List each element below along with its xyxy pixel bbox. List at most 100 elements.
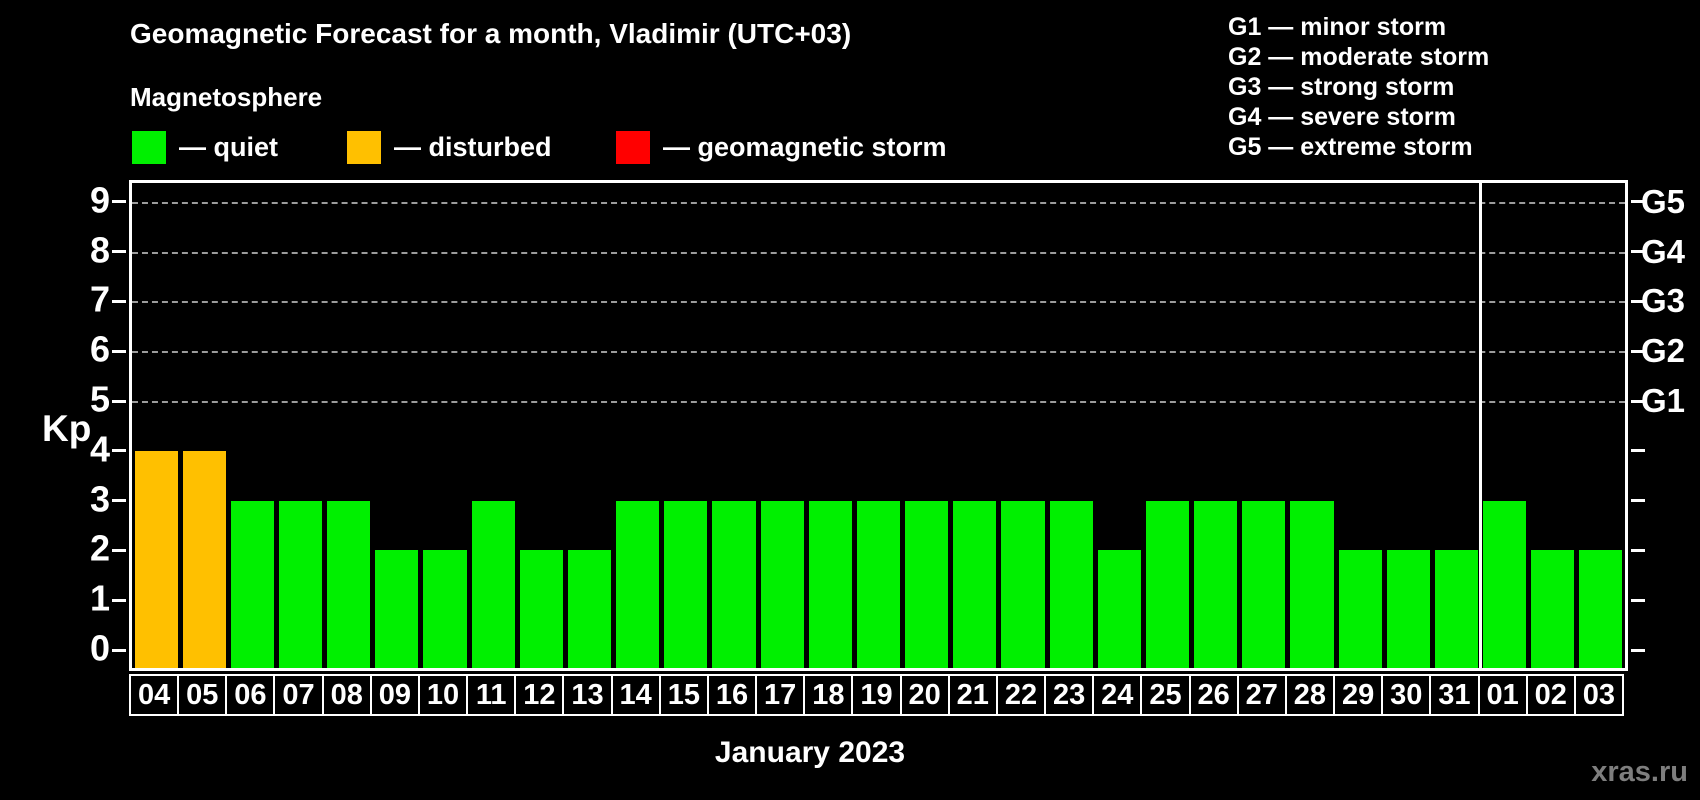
y-axis-tick	[112, 548, 126, 552]
y-axis-tick-label: 4	[89, 428, 110, 470]
y-axis-tick-label: 8	[89, 228, 110, 270]
y-axis-tick	[112, 200, 126, 204]
y-axis-tick	[1631, 250, 1645, 254]
kp-bar	[1001, 500, 1045, 668]
y-axis-tick	[1631, 648, 1645, 652]
day-label-cell: 10	[417, 674, 469, 716]
g-axis-label-g2: G2	[1641, 332, 1686, 370]
kp-bar	[1242, 500, 1286, 668]
g-axis-label-g1: G1	[1641, 382, 1686, 419]
plot-area: 0 1 2 3 4 5 6 7 8 9 G5 G4 G3 G2 G1	[90, 179, 1685, 671]
day-label-cell: 01	[1477, 674, 1528, 716]
y-axis-tick	[112, 598, 126, 602]
day-label-cell: 18	[803, 674, 854, 716]
day-label-cell: 25	[1140, 674, 1191, 716]
day-label-cell: 16	[706, 674, 758, 716]
y-axis-tick-label: 7	[89, 278, 110, 320]
y-axis-tick	[1631, 548, 1645, 552]
g-axis-label-g5: G5	[1641, 182, 1686, 220]
y-axis-tick	[1631, 349, 1645, 353]
gridline-kp7	[132, 301, 1625, 304]
kp-bar	[1531, 550, 1575, 668]
day-label-cell: 21	[947, 674, 998, 716]
kp-bar	[905, 500, 949, 668]
day-label-cell: 05	[177, 674, 228, 716]
day-label-cell: 24	[1092, 674, 1143, 716]
y-axis-tick	[1631, 200, 1645, 204]
day-label-cell: 02	[1525, 674, 1576, 716]
kp-bar	[856, 500, 901, 668]
y-axis-tick	[112, 499, 126, 503]
legend-item-storm: — geomagnetic storm	[616, 130, 947, 164]
legend-label: — geomagnetic storm	[663, 131, 947, 162]
y-axis-tick	[112, 250, 126, 254]
y-axis-tick	[1631, 449, 1645, 453]
day-label-cell: 20	[899, 674, 950, 716]
gridline-kp8	[132, 251, 1625, 254]
g-axis-label-g4: G4	[1641, 232, 1686, 270]
legend-item-disturbed: — disturbed	[347, 130, 552, 164]
y-axis-tick	[1631, 499, 1645, 503]
y-axis-tick-label: 1	[89, 577, 110, 619]
day-label-cell: 29	[1333, 674, 1384, 716]
x-axis-title: January 2023	[714, 736, 906, 769]
legend-swatch-quiet	[132, 130, 166, 164]
legend-item-quiet: — quiet	[132, 130, 278, 164]
y-axis-tick	[112, 349, 126, 353]
legend-label: — quiet	[179, 131, 278, 162]
kp-bar	[519, 550, 563, 668]
day-label-cell: 19	[851, 674, 902, 716]
kp-bar	[1579, 550, 1623, 668]
kp-bar	[1338, 550, 1382, 668]
kp-bar	[423, 550, 467, 668]
legend-swatch-disturbed	[347, 130, 381, 164]
y-axis-tick	[112, 299, 126, 303]
y-axis-tick	[112, 399, 126, 403]
y-axis-tick-label: 3	[89, 477, 110, 519]
kp-bar	[1434, 550, 1478, 668]
y-axis-tick-label: 2	[89, 527, 110, 569]
day-label-cell: 27	[1236, 674, 1287, 716]
kp-bar	[1483, 500, 1527, 668]
kp-bar	[278, 500, 323, 668]
g-legend-line: G5 — extreme storm	[1228, 133, 1473, 161]
day-label-cell: 26	[1188, 674, 1239, 716]
kp-bar	[664, 500, 708, 668]
kp-bar	[953, 500, 997, 668]
day-label-cell: 12	[514, 674, 565, 716]
kp-bar	[1386, 550, 1430, 668]
g-legend-line: G1 — minor storm	[1228, 13, 1447, 41]
y-axis-tick	[1631, 399, 1645, 403]
g-legend-line: G3 — strong storm	[1228, 73, 1455, 101]
day-label-row: 04 05 06 07 08 09 10 11 12 13 14 15 16 17 18 19 20 21 22 23…	[129, 674, 1628, 718]
day-label-cell: 07	[273, 674, 324, 716]
y-axis-tick	[1631, 299, 1645, 303]
kp-bar	[1097, 550, 1141, 668]
y-axis-tick	[112, 648, 126, 652]
kp-bar	[471, 500, 515, 668]
kp-bar	[182, 450, 226, 668]
day-label-cell: 15	[658, 674, 709, 716]
y-axis-tick-label: 9	[89, 179, 110, 221]
y-axis-tick	[1631, 598, 1645, 602]
kp-bar	[1049, 500, 1093, 668]
watermark: xras.ru	[1591, 756, 1688, 788]
day-label-cell: 06	[225, 674, 276, 716]
chart-subtitle: Magnetosphere	[130, 82, 323, 112]
month-separator	[1479, 183, 1483, 668]
kp-bar	[1194, 500, 1238, 668]
day-label-cell: 08	[321, 674, 372, 716]
gridline-kp9	[132, 201, 1625, 204]
g-axis-label-g3: G3	[1641, 282, 1686, 320]
day-label-cell: 22	[995, 674, 1047, 716]
kp-bar	[567, 550, 612, 668]
day-label-cell: 28	[1284, 674, 1336, 716]
kp-bar	[616, 500, 660, 668]
y-axis-tick-label: 6	[89, 328, 110, 370]
day-label-cell: 03	[1573, 674, 1624, 716]
chart-title: Geomagnetic Forecast for a month, Vladim…	[130, 18, 852, 49]
day-label-cell: 14	[610, 674, 661, 716]
day-label-cell: 13	[562, 674, 613, 716]
kp-axis-label: Kp	[42, 408, 92, 449]
y-axis-tick-label: 5	[89, 378, 110, 420]
